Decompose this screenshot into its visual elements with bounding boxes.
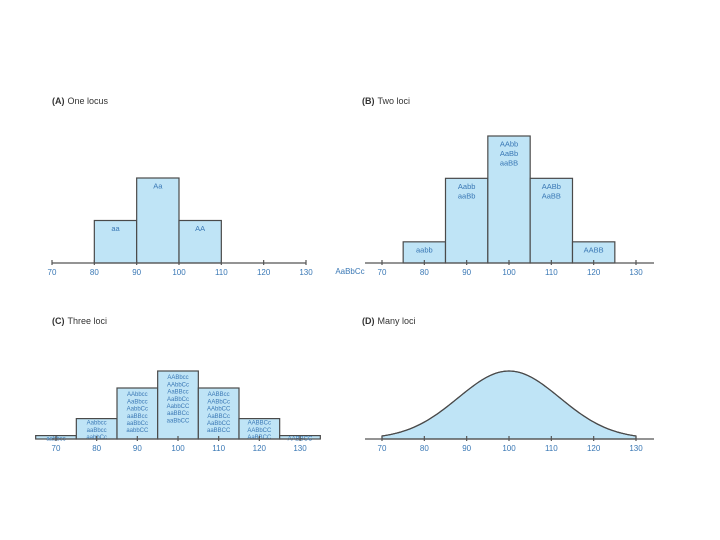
panel-c-bar-110-label-3: AaBBCc — [207, 414, 230, 420]
panel-c-bar-110-label-1: AABbCc — [207, 399, 230, 405]
panel-c-bar-90-label-3: aaBBcc — [127, 414, 148, 420]
panel-a-bar-105 — [178, 219, 222, 264]
panel-c-bar-80-label-0: Aabbcc — [87, 421, 107, 427]
panel-c-bar-100-label-5: aaBBCc — [167, 411, 189, 417]
panel-c-title-letter: (C) — [52, 316, 65, 326]
panel-c-tick-label-100: 100 — [171, 444, 185, 453]
panel-d-title-letter: (D) — [362, 316, 375, 326]
panel-a-tick-label-130: 130 — [299, 268, 313, 277]
panel-b-ticks: 70 80 90 100 110 120 130 — [378, 260, 643, 277]
panel-c-tick-label-70: 70 — [52, 444, 61, 453]
panel-b-tick-label-80: 80 — [420, 268, 429, 277]
panel-b-tick-label-90: 90 — [462, 268, 471, 277]
panel-c-bar-110-label-2: AAbbCC — [207, 407, 231, 413]
panel-d-tick-label-110: 110 — [545, 444, 558, 453]
panel-c-bar-100-label-3: AaBbCc — [167, 397, 189, 403]
panel-b-title-text: Two loci — [378, 96, 411, 106]
panel-c-bar-100-label-0: AABbcc — [167, 375, 188, 381]
panel-b-tick-label-130: 130 — [629, 268, 643, 277]
panel-c-bar-90-label-0: AAbbcc — [127, 392, 148, 398]
panel-c-bar-100 — [157, 370, 199, 440]
panel-c-bar-90 — [116, 387, 159, 440]
panel-c-tick-label-120: 120 — [253, 444, 267, 453]
panel-c-tick-label-130: 130 — [293, 444, 307, 453]
panel-b-title-letter: (B) — [362, 96, 375, 106]
panel-b-tick-label-70: 70 — [378, 268, 387, 277]
panel-c-bar-100-label-2: AaBBcc — [167, 390, 188, 396]
panel-b-extra-axis-label: AaBbCc — [335, 267, 364, 276]
panel-a-tick-label-90: 90 — [132, 268, 141, 277]
panel-d-ticks: 70 80 90 100 110 120 130 — [378, 436, 643, 453]
panel-c-bar-120-label-1: AABbCC — [247, 428, 272, 434]
panel-d-tick-label-90: 90 — [462, 444, 471, 453]
panel-a-bar-95-label-0: Aa — [153, 182, 163, 191]
panel-c-bar-90-label-1: AaBbcc — [127, 399, 148, 405]
panel-b-bar-110 — [529, 177, 574, 264]
panel-a-title-text: One locus — [68, 96, 109, 106]
panel-c-title-text: Three loci — [68, 316, 108, 326]
panel-c-title: (C) Three loci — [52, 316, 107, 326]
panel-c-bar-90-label-2: AabbCc — [127, 407, 148, 413]
panel-c-tick-label-80: 80 — [92, 444, 101, 453]
panel-c-bar-110-label-4: AaBbCC — [207, 421, 231, 427]
panel-a-ticks: 70 80 90 100 110 120 130 — [48, 260, 313, 277]
panel-b-bar-90-label-0: Aabb — [458, 182, 476, 191]
panel-c-bar-100-label-1: AAbbCc — [167, 382, 189, 388]
panel-c-bar-100-label-4: AabbCC — [167, 404, 190, 410]
panel-c-bar-100-label-6: aaBbCC — [167, 418, 190, 424]
panel-b-bar-100-label-1: AaBb — [500, 149, 518, 158]
panel-a-bar-85 — [93, 219, 138, 264]
panel-c-bar-90-label-5: aabbCC — [126, 428, 149, 434]
panel-d-tick-label-80: 80 — [420, 444, 429, 453]
panel-c-bar-90-label-4: aaBbCc — [127, 421, 148, 427]
panel-d-title-text: Many loci — [378, 316, 416, 326]
panel-d-tick-label-130: 130 — [629, 444, 643, 453]
panel-d-curve-line — [381, 370, 637, 437]
panel-c-tick-label-110: 110 — [212, 444, 225, 453]
panel-a-bar-105-label-0: AA — [195, 224, 205, 233]
panel-b-tick-label-110: 110 — [545, 268, 558, 277]
panel-d-tick-label-100: 100 — [502, 444, 516, 453]
panel-d-title: (D) Many loci — [362, 316, 416, 326]
panel-c-bar-110-label-0: AABBcc — [208, 392, 230, 398]
panel-b-bar-90-label-1: aaBb — [458, 191, 476, 200]
panel-a-bar-85-label-0: aa — [111, 224, 120, 233]
panel-a-bar-95 — [136, 177, 180, 264]
panel-b-title: (B) Two loci — [362, 96, 410, 106]
panel-d-tick-label-70: 70 — [378, 444, 387, 453]
panel-a-tick-label-120: 120 — [257, 268, 271, 277]
panel-c-bars: aabbccAabbccaaBbccaabbCcAAbbccAaBbccAabb… — [35, 370, 321, 442]
panel-c-bar-80-label-1: aaBbcc — [87, 428, 107, 434]
panel-d-tick-label-120: 120 — [587, 444, 601, 453]
panel-c-ticks: 70 80 90 100 110 120 130 — [52, 436, 307, 453]
panel-d: (D) Many loci 70 80 90 100 110 120 130 — [362, 316, 654, 453]
panel-a-tick-label-100: 100 — [172, 268, 186, 277]
panel-b-tick-label-120: 120 — [587, 268, 601, 277]
panel-a: (A) One locus aa Aa AA 70 80 90 100 110 120 130 — [48, 96, 314, 277]
panel-b-bar-80-label-0: aabb — [416, 245, 433, 254]
panel-d-curve-group — [381, 370, 637, 440]
panel-c-tick-label-90: 90 — [133, 444, 142, 453]
panel-b-bar-110-label-0: AABb — [542, 182, 561, 191]
panel-a-title-letter: (A) — [52, 96, 65, 106]
panel-a-tick-label-80: 80 — [90, 268, 99, 277]
panel-c-bar-120-label-0: AABBCc — [248, 421, 271, 427]
panel-a-bars: aa Aa AA — [93, 177, 222, 264]
panel-b-bar-100-label-0: AAbb — [500, 140, 518, 149]
panel-b-tick-label-100: 100 — [502, 268, 516, 277]
panel-d-curve-fill — [381, 370, 637, 440]
panel-a-tick-label-70: 70 — [48, 268, 57, 277]
panel-b-bar-120-label-0: AABB — [584, 245, 604, 254]
panel-a-tick-label-110: 110 — [215, 268, 228, 277]
panel-b-bar-100-label-2: aaBB — [500, 159, 518, 168]
panel-a-title: (A) One locus — [52, 96, 109, 106]
panel-c: (C) Three loci aabbccAabbccaaBbccaabbCcAA… — [35, 316, 321, 453]
panel-c-bar-110-label-5: aaBBCC — [207, 428, 231, 434]
panel-c-bar-110 — [197, 387, 240, 440]
panel-b-bar-110-label-1: AaBB — [542, 191, 561, 200]
